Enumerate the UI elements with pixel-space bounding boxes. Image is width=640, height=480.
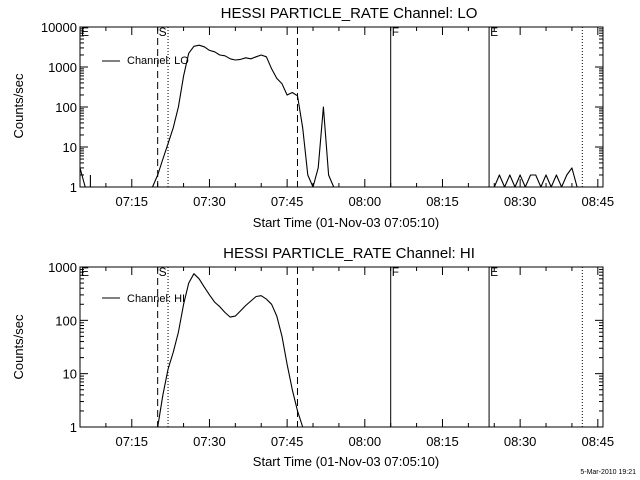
x-axis-label: Start Time (01-Nov-03 07:05:10) [253,215,439,230]
event-flag-label: F [392,265,399,279]
x-tick-label: 08:15 [426,434,459,449]
x-tick-label: 07:15 [116,434,149,449]
y-tick-label: 100 [55,313,77,328]
panel-title: HESSI PARTICLE_RATE Channel: LO [221,5,478,22]
series-line [151,44,335,188]
y-axis-label: Counts/sec [11,314,26,380]
x-tick-label: 07:30 [193,194,226,209]
event-flag-label: S [159,265,167,279]
x-tick-label: 08:00 [349,194,382,209]
event-flag-label: F [392,25,399,39]
y-tick-label: 1000 [48,60,77,75]
x-tick-label: 08:45 [582,194,615,209]
y-tick-label: 10000 [41,20,77,35]
event-flag-label: E [81,25,89,39]
plot-frame [79,26,604,188]
panel-title: HESSI PARTICLE_RATE Channel: HI [223,245,475,262]
x-tick-label: 07:45 [271,434,304,449]
x-tick-label: 07:45 [271,194,304,209]
series-line [79,167,86,188]
y-tick-label: 10 [63,140,77,155]
event-flag-label: S [159,25,167,39]
footer-stamp: 5-Mar-2010 19:21 [580,469,636,476]
series-line [157,273,304,428]
y-tick-label: 1 [70,420,77,435]
x-tick-label: 07:30 [193,434,226,449]
x-tick-label: 08:45 [582,434,615,449]
series-line [493,167,578,188]
legend-label: Channel: HI [127,293,185,305]
x-tick-label: 07:15 [116,194,149,209]
panel-lo: HESSI PARTICLE_RATE Channel: LO Start Ti… [11,5,614,230]
x-tick-label: 08:15 [426,194,459,209]
y-tick-label: 1000 [48,260,77,275]
x-tick-label: 08:00 [349,434,382,449]
event-flag-label: E [490,25,498,39]
x-tick-label: 08:30 [504,434,537,449]
event-flag-label: E [490,265,498,279]
y-tick-label: 1 [70,180,77,195]
plot-frame [79,266,604,428]
event-flag-label: E [81,265,89,279]
y-axis-label: Counts/sec [11,73,26,139]
panel-hi: HESSI PARTICLE_RATE Channel: HI Start Ti… [11,245,614,469]
y-tick-label: 10 [63,367,77,382]
x-tick-label: 08:30 [504,194,537,209]
x-axis-label: Start Time (01-Nov-03 07:05:10) [253,454,439,469]
y-tick-label: 100 [55,100,77,115]
